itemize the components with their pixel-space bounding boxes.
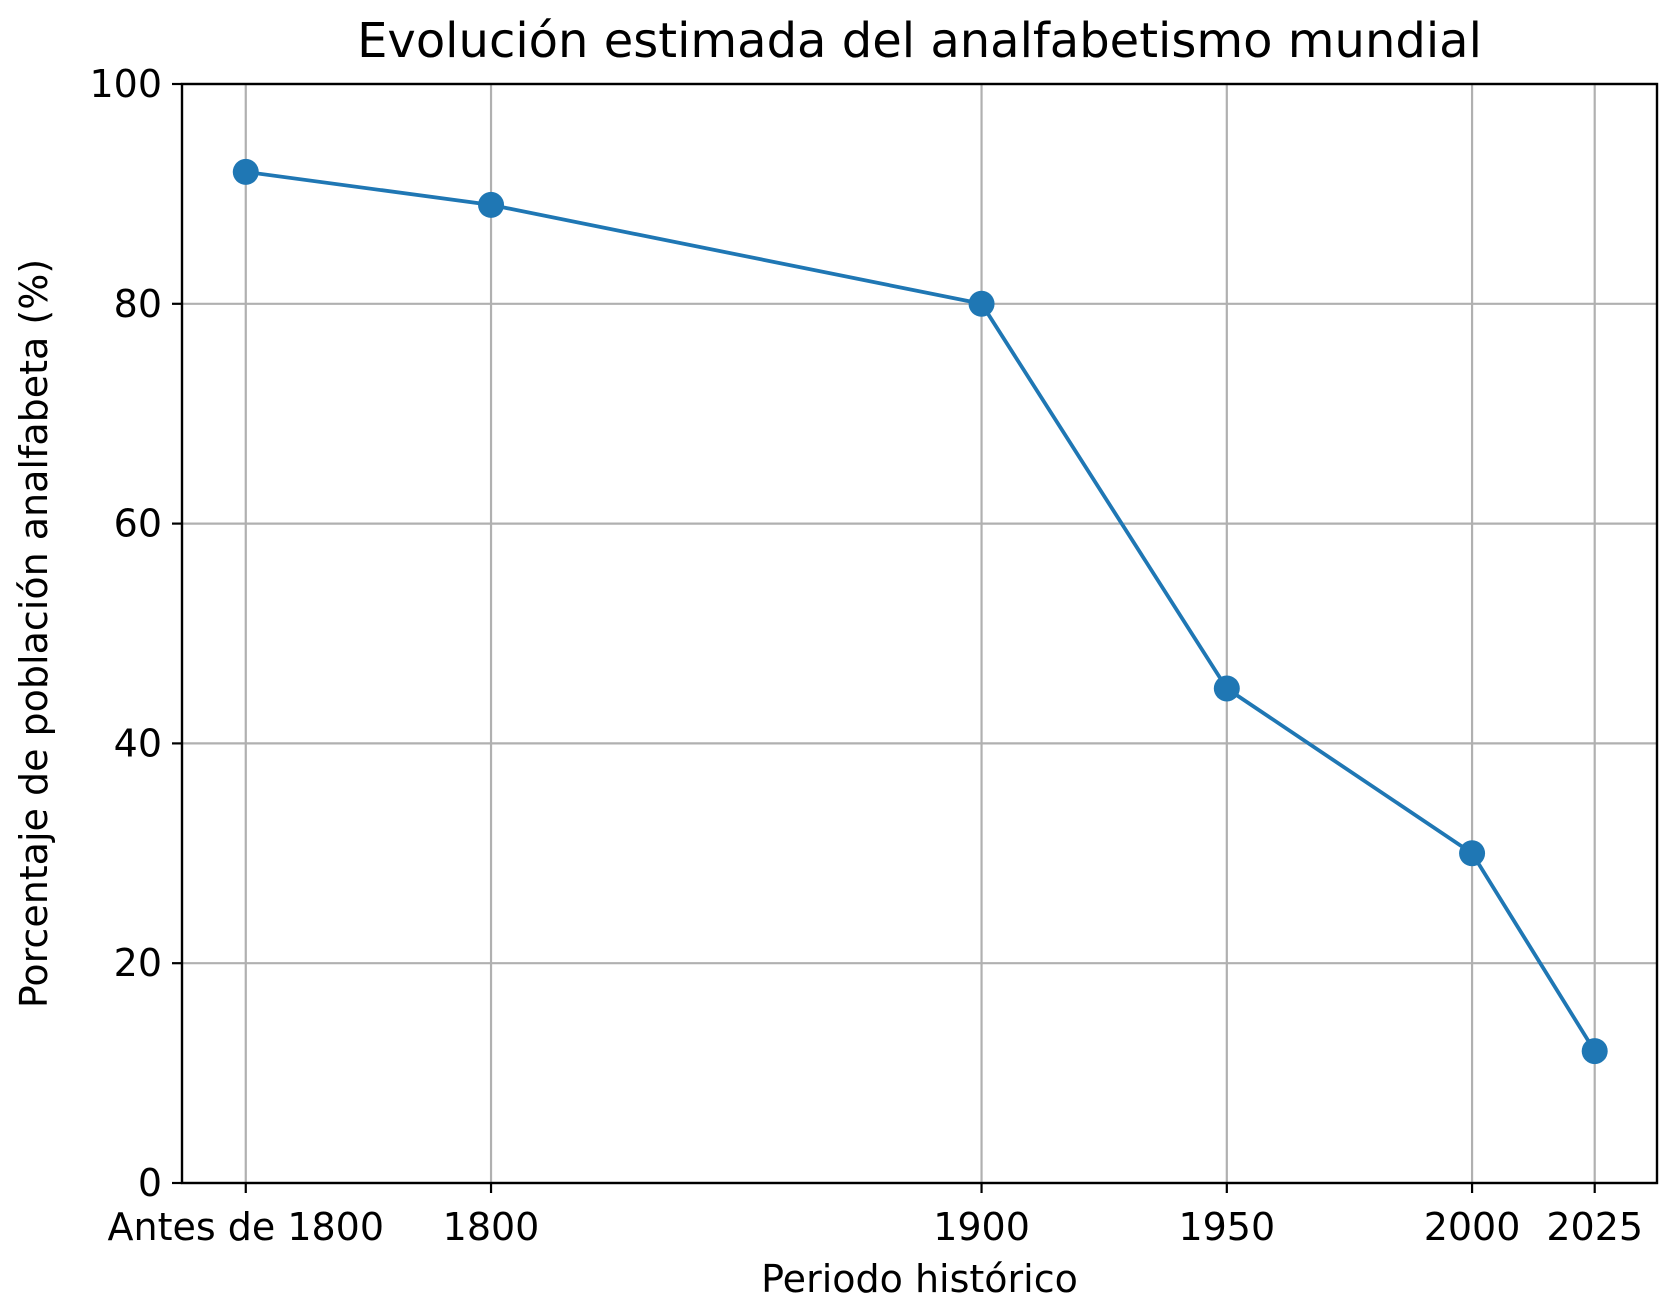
x-tick-label: 2025 bbox=[1546, 1205, 1643, 1249]
x-axis-label: Periodo histórico bbox=[761, 1257, 1078, 1301]
y-tick-label: 0 bbox=[138, 1161, 162, 1205]
data-point bbox=[1213, 675, 1240, 702]
x-tick-label: 2000 bbox=[1424, 1205, 1521, 1249]
plot-area-frame bbox=[180, 82, 1659, 1185]
x-axis: Antes de 1800 1800 1900 1950 2000 2025 bbox=[108, 1183, 1643, 1249]
data-point bbox=[1459, 840, 1486, 867]
y-tick-label: 100 bbox=[89, 62, 162, 106]
y-axis: 0 20 40 60 80 100 bbox=[89, 62, 182, 1205]
x-tick-label: 1900 bbox=[933, 1205, 1030, 1249]
x-tick-label: Antes de 1800 bbox=[108, 1205, 385, 1249]
data-point bbox=[478, 191, 505, 218]
x-tick-label: 1800 bbox=[443, 1205, 540, 1249]
chart-title: Evolución estimada del analfabetismo mun… bbox=[357, 13, 1482, 69]
y-tick-label: 40 bbox=[114, 721, 162, 765]
y-tick-label: 20 bbox=[114, 941, 162, 985]
y-axis-label: Porcentaje de población analfabeta (%) bbox=[12, 259, 56, 1008]
data-point bbox=[232, 158, 259, 185]
x-tick-label: 1950 bbox=[1178, 1205, 1275, 1249]
data-point bbox=[1581, 1038, 1608, 1065]
y-tick-label: 80 bbox=[114, 282, 162, 326]
series-line bbox=[243, 169, 1597, 1053]
y-tick-label: 60 bbox=[114, 502, 162, 546]
series-layer bbox=[232, 158, 1608, 1065]
data-point bbox=[968, 290, 995, 317]
